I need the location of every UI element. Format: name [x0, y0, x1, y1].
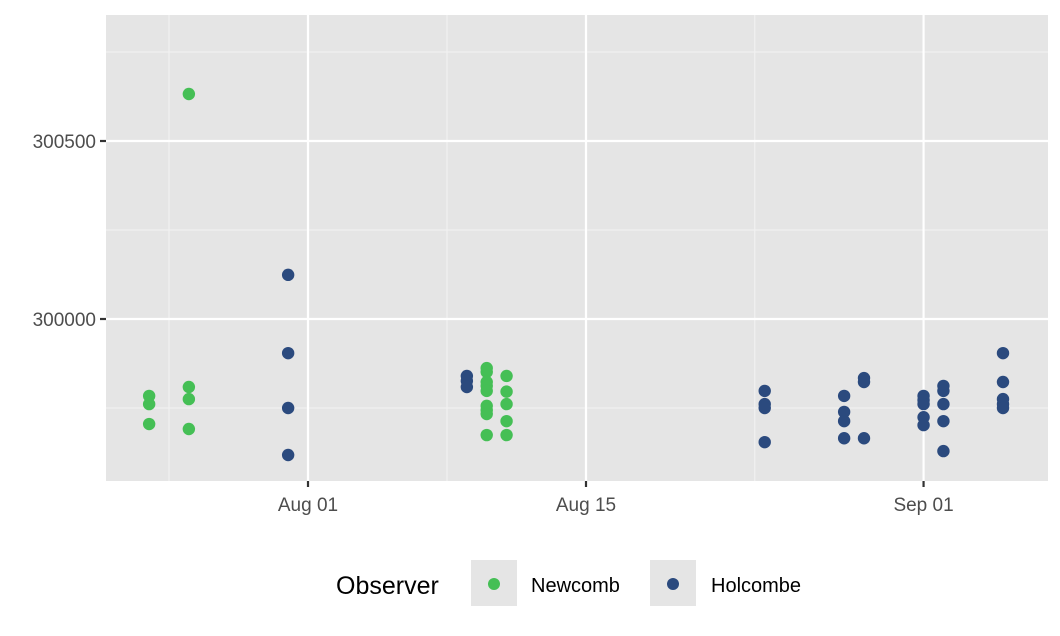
data-point-newcomb	[500, 428, 513, 442]
y-tick-label: 300500	[33, 132, 96, 153]
legend-holcombe-marker	[667, 578, 679, 590]
data-point-newcomb	[182, 87, 196, 101]
data-point-holcombe	[937, 444, 950, 458]
data-point-holcombe	[758, 384, 771, 398]
data-point-newcomb	[500, 414, 513, 428]
data-point-holcombe	[758, 435, 771, 449]
data-point-holcombe	[996, 375, 1010, 389]
y-axis: 300000 300500	[33, 132, 106, 331]
data-point-newcomb	[480, 384, 493, 398]
data-point-newcomb	[500, 385, 513, 398]
data-point-newcomb	[480, 428, 493, 442]
data-point-newcomb	[480, 365, 493, 379]
data-point-holcombe	[837, 414, 851, 428]
y-tick-label: 300000	[33, 310, 96, 331]
data-point-holcombe	[281, 448, 295, 462]
data-point-holcombe	[937, 397, 950, 411]
legend-title: Observer	[336, 572, 439, 600]
data-points	[142, 87, 1010, 462]
data-point-newcomb	[182, 422, 196, 436]
data-point-holcombe	[996, 346, 1010, 360]
data-point-holcombe	[281, 268, 295, 282]
data-point-newcomb	[182, 392, 196, 406]
data-point-holcombe	[460, 380, 474, 394]
data-point-newcomb	[480, 407, 493, 421]
plot-panel	[106, 15, 1048, 481]
legend-newcomb-marker	[488, 578, 500, 590]
data-point-holcombe	[837, 405, 851, 419]
data-point-holcombe	[857, 432, 871, 445]
data-point-holcombe	[837, 432, 851, 445]
legend-label-newcomb: Newcomb	[531, 575, 620, 597]
major-gridlines	[106, 15, 1048, 481]
data-point-holcombe	[857, 375, 871, 389]
legend-label-holcombe: Holcombe	[711, 575, 801, 597]
x-tick-label: Aug 01	[278, 495, 338, 516]
data-point-holcombe	[937, 414, 950, 428]
x-tick-label: Aug 15	[556, 495, 616, 516]
data-point-newcomb	[142, 397, 156, 411]
data-point-holcombe	[837, 389, 851, 403]
data-point-newcomb	[500, 369, 513, 383]
data-point-holcombe	[996, 401, 1010, 415]
legend: Observer Newcomb Holcombe	[336, 560, 801, 606]
minor-gridlines	[106, 15, 1048, 481]
data-point-holcombe	[917, 418, 930, 432]
data-point-newcomb	[182, 380, 196, 394]
data-point-holcombe	[281, 346, 295, 360]
data-point-newcomb	[500, 397, 513, 411]
x-axis: Aug 01 Aug 15 Sep 01	[278, 481, 954, 516]
data-point-holcombe	[937, 384, 950, 398]
data-point-holcombe	[281, 401, 295, 415]
data-point-newcomb	[142, 417, 156, 431]
data-point-holcombe	[917, 397, 930, 411]
data-point-holcombe	[758, 401, 771, 415]
x-tick-label: Sep 01	[893, 495, 953, 516]
